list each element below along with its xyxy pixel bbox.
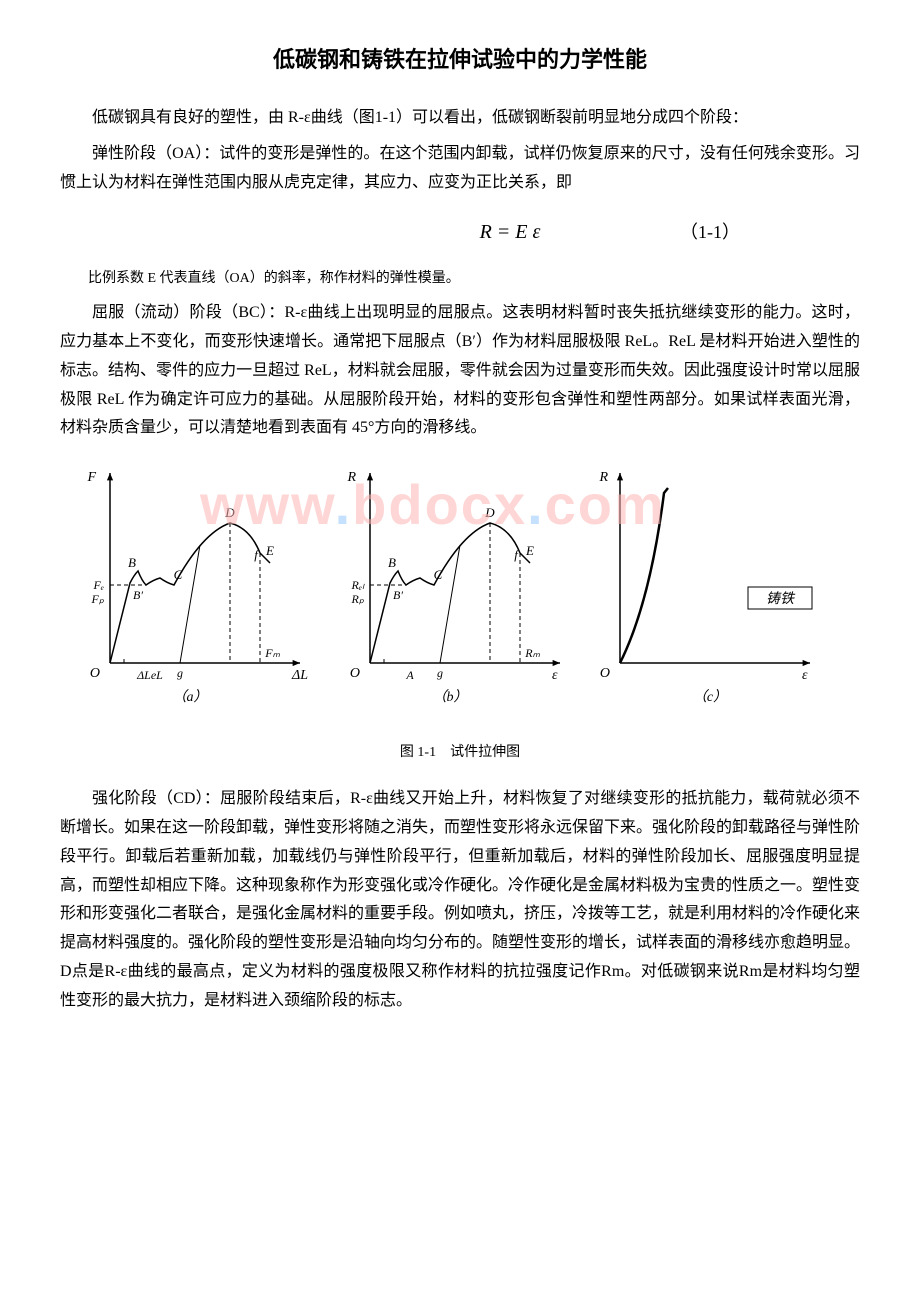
svg-text:Rₑₗ: Rₑₗ (351, 578, 365, 592)
svg-text:ΔLeL: ΔLeL (136, 668, 163, 682)
paragraph-intro: 低碳钢具有良好的塑性，由 R-ε曲线（图1-1）可以看出，低碳钢断裂前明显地分成… (60, 104, 860, 133)
svg-text:B′: B′ (133, 588, 143, 602)
svg-text:g: g (177, 666, 183, 680)
paragraph-yield: 屈服（流动）阶段（BC）：R-ε曲线上出现明显的屈服点。这表明材料暂时丧失抵抗继… (60, 299, 860, 443)
svg-text:g: g (437, 666, 443, 680)
svg-text:O: O (90, 666, 100, 681)
page-title: 低碳钢和铸铁在拉伸试验中的力学性能 (60, 40, 860, 80)
svg-text:D: D (484, 505, 495, 520)
paragraph-modulus: 比例系数 E 代表直线（OA）的斜率，称作材料的弹性模量。 (60, 266, 860, 291)
svg-text:ε: ε (802, 668, 808, 683)
svg-text:Rₘ: Rₘ (524, 646, 540, 660)
figure-caption: 图 1-1 试件拉伸图 (60, 740, 860, 765)
svg-text:ΔL: ΔL (291, 668, 308, 683)
svg-text:（a）: （a） (173, 689, 208, 705)
equation: R = E ε (480, 214, 541, 250)
svg-text:Fₘ: Fₘ (264, 646, 280, 660)
svg-text:E: E (265, 543, 274, 558)
svg-text:O: O (350, 666, 360, 681)
svg-text:Rₚ: Rₚ (351, 592, 365, 606)
svg-text:C: C (174, 567, 183, 582)
svg-text:F: F (86, 470, 96, 485)
paragraph-strengthen: 强化阶段（CD）：屈服阶段结束后，R-ε曲线又开始上升，材料恢复了对继续变形的抵… (60, 785, 860, 1015)
svg-text:f: f (254, 547, 260, 562)
svg-text:铸铁: 铸铁 (766, 591, 796, 607)
svg-text:B: B (388, 555, 396, 570)
svg-text:Fₚ: Fₚ (91, 592, 105, 606)
equation-row: R = E ε （1-1） (60, 214, 860, 250)
figure-svg: F ΔL O FₑFₚ B B′ C D Ef g ΔLeL Fₘ （a） Rε O RₑₗRₚ B B′ C D Ef… (60, 463, 840, 723)
equation-number: （1-1） (680, 216, 740, 248)
svg-text:B′: B′ (393, 588, 403, 602)
svg-text:（b）: （b） (433, 689, 468, 705)
svg-text:（c）: （c） (693, 689, 727, 705)
svg-text:O: O (600, 666, 610, 681)
svg-text:Fₑ: Fₑ (93, 578, 104, 592)
svg-text:ε: ε (552, 668, 558, 683)
figure-1-1: www.bdocx.com FΔLOFₑFₚBB′CDEfgΔLeLFₘ（a）R… (60, 463, 860, 765)
svg-text:f: f (514, 547, 520, 562)
svg-text:R: R (346, 470, 356, 485)
paragraph-elastic: 弹性阶段（OA）：试件的变形是弹性的。在这个范围内卸载，试样仍恢复原来的尺寸，没… (60, 140, 860, 198)
svg-text:C: C (434, 567, 443, 582)
svg-text:B: B (128, 555, 136, 570)
svg-text:R: R (598, 470, 608, 485)
svg-text:A: A (405, 668, 414, 682)
svg-text:D: D (224, 505, 235, 520)
svg-text:E: E (525, 543, 534, 558)
